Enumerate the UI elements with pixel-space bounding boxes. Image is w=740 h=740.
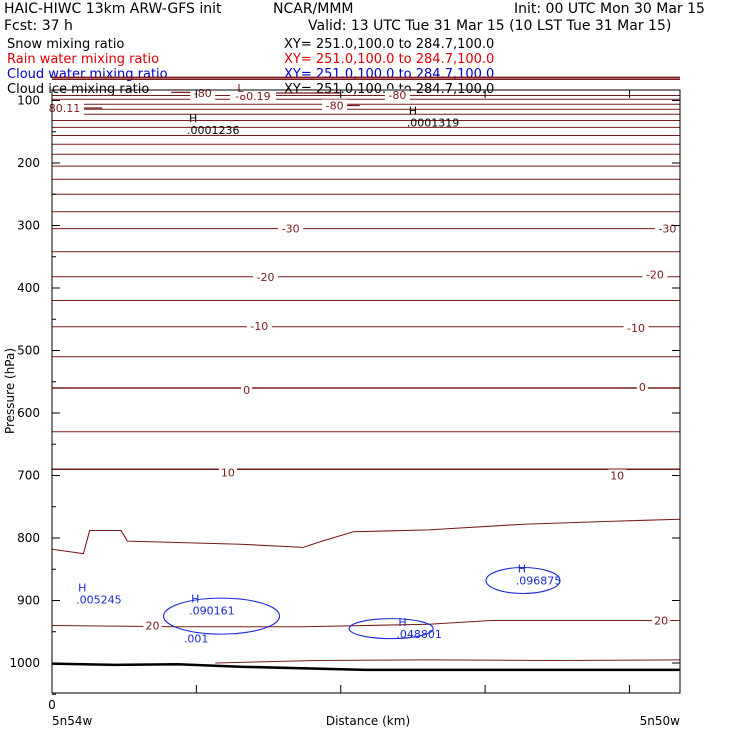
y-tick-label: 500 (17, 344, 40, 358)
temperature-label: 10 (610, 470, 624, 483)
cloud-ice-max-value: .0001236 (187, 124, 240, 137)
label-bg (652, 614, 671, 628)
temperature-label: -10 (250, 320, 268, 333)
cloud-water-max-value: .090161 (189, 605, 235, 618)
header-init: Init: 00 UTC Mon 30 Mar 15 (514, 1, 705, 17)
label-bg (143, 619, 162, 633)
temperature-label: -20 (646, 268, 664, 281)
header-title: HAIC-HIWC 13km ARW-GFS init (4, 1, 222, 17)
temperature-label: L (237, 82, 244, 95)
field-xy: XY= 251.0,100.0 to 284.7,100.0 (284, 67, 494, 82)
cloud-water-max-marker: H (518, 563, 526, 576)
label-bg (218, 466, 237, 480)
cloud-water-contour (485, 566, 561, 595)
temperature-label: 80.11 (49, 102, 81, 115)
y-tick-label: 700 (17, 469, 40, 483)
y-axis-title: Pressure (hPa) (3, 348, 17, 434)
label-bg (384, 88, 410, 102)
label-bg (636, 380, 648, 394)
field-xy: XY= 251.0,100.0 to 284.7,100.0 (284, 37, 494, 52)
cloud-water-contour (163, 597, 281, 635)
y-tick-label: 800 (17, 531, 40, 545)
temperature-label: -30 (658, 223, 676, 236)
cloud-ice-max-marker: H (189, 112, 197, 125)
cloud-water-max-value: .048801 (396, 628, 442, 641)
temperature-label: -10 (627, 322, 645, 335)
cloud-water-max-marker: H (398, 616, 406, 629)
field-label: Snow mixing ratio (7, 37, 124, 52)
temperature-label: -80 (326, 100, 344, 113)
label-bg (45, 102, 85, 115)
cloud-ice-max-value: .0001319 (407, 116, 460, 129)
field-xy: XY= 251.0,100.0 to 284.7,100.0 (284, 52, 494, 67)
label-bg (246, 320, 272, 334)
cloud-water-max-value: .005245 (76, 593, 122, 606)
temperature-label: -30 (282, 223, 300, 236)
cloud-ice-max-marker: H (409, 104, 417, 117)
plot-frame (51, 89, 681, 694)
cloud-water-contour-label: .001 (184, 633, 209, 646)
temperature-label: 20 (145, 620, 159, 633)
isotherm-line (215, 659, 681, 664)
label-bg (642, 268, 668, 282)
cloud-water-contour (348, 618, 434, 640)
label-bg (241, 383, 253, 397)
temperature-label: 10 (221, 466, 235, 479)
label-bg (234, 82, 246, 95)
label-bg (608, 469, 627, 483)
x-right-location: 5n50w (640, 714, 681, 728)
x-left-location: 5n54w (52, 714, 93, 728)
field-label: Rain water mixing ratio (7, 52, 159, 67)
header-org: NCAR/MMM (273, 1, 354, 17)
field-label: Cloud water mixing ratio (7, 67, 168, 82)
temperature-label: -80 (388, 89, 406, 102)
y-tick-label: 200 (17, 156, 40, 170)
y-tick-label: 400 (17, 281, 40, 295)
temperature-label: -20 (257, 271, 275, 284)
temperature-label: 0 (639, 381, 646, 394)
header-fcst: Fcst: 37 h (4, 18, 73, 34)
label-bg (322, 99, 348, 113)
cloud-water-max-marker: H (191, 593, 199, 606)
field-legend: Snow mixing ratio XY= 251.0,100.0 to 284.… (7, 37, 494, 97)
temperature-contours (51, 76, 681, 664)
surface-pressure-line (51, 662, 680, 672)
x-axis-title: Distance (km) (326, 714, 410, 728)
label-bg (253, 270, 279, 284)
temperature-label: 20 (654, 615, 668, 628)
temperature-label: 0 (243, 384, 250, 397)
plot-features (51, 566, 680, 672)
y-tick-label: 100 (17, 94, 40, 108)
label-bg (278, 222, 304, 236)
y-tick-label: 300 (17, 219, 40, 233)
label-bg (623, 322, 649, 335)
cloud-water-max-value: .096875 (516, 575, 562, 588)
isotherm-line (51, 518, 681, 555)
cloud-water-max-marker: H (78, 581, 86, 594)
y-tick-label: 1000 (9, 656, 40, 670)
x-tick-label: 0 (48, 698, 56, 712)
header-valid: Valid: 13 UTC Tue 31 Mar 15 (10 LST Tue … (308, 18, 671, 34)
y-tick-label: 600 (17, 406, 40, 420)
y-tick-label: 900 (17, 594, 40, 608)
